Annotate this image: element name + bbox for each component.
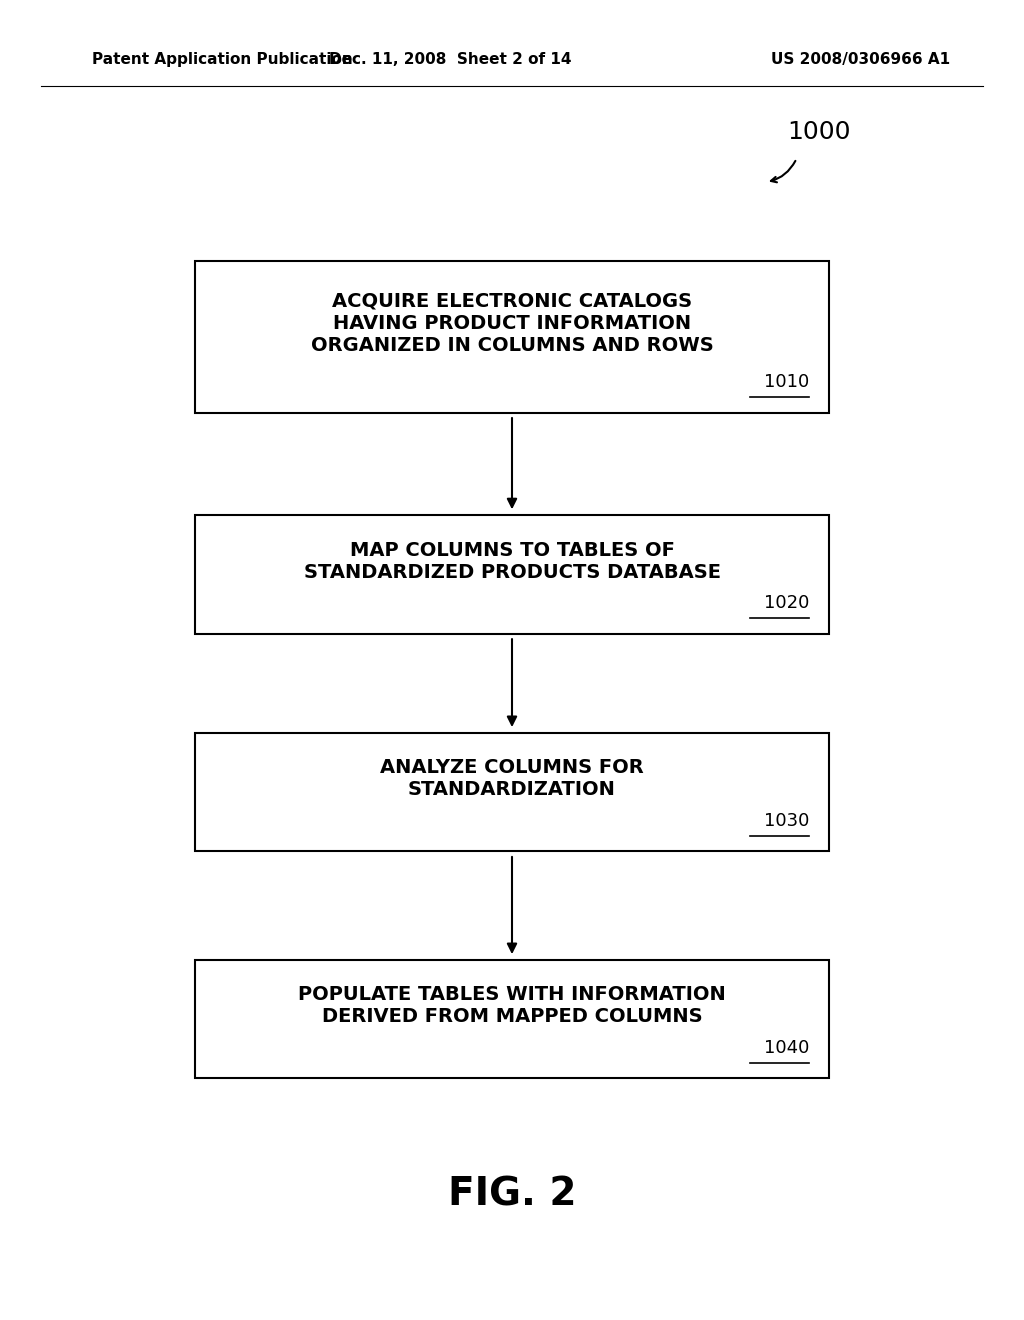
Text: MAP COLUMNS TO TABLES OF
STANDARDIZED PRODUCTS DATABASE: MAP COLUMNS TO TABLES OF STANDARDIZED PR… bbox=[303, 540, 721, 582]
Text: ANALYZE COLUMNS FOR
STANDARDIZATION: ANALYZE COLUMNS FOR STANDARDIZATION bbox=[380, 758, 644, 800]
Text: 1040: 1040 bbox=[764, 1039, 809, 1057]
FancyBboxPatch shape bbox=[195, 261, 829, 412]
Text: FIG. 2: FIG. 2 bbox=[447, 1176, 577, 1213]
FancyBboxPatch shape bbox=[195, 960, 829, 1078]
Text: Dec. 11, 2008  Sheet 2 of 14: Dec. 11, 2008 Sheet 2 of 14 bbox=[330, 51, 571, 67]
Text: 1030: 1030 bbox=[764, 812, 809, 830]
Text: POPULATE TABLES WITH INFORMATION
DERIVED FROM MAPPED COLUMNS: POPULATE TABLES WITH INFORMATION DERIVED… bbox=[298, 985, 726, 1027]
Text: US 2008/0306966 A1: US 2008/0306966 A1 bbox=[771, 51, 949, 67]
Text: Patent Application Publication: Patent Application Publication bbox=[92, 51, 353, 67]
FancyBboxPatch shape bbox=[195, 515, 829, 634]
FancyBboxPatch shape bbox=[195, 733, 829, 851]
Text: 1010: 1010 bbox=[764, 374, 809, 391]
Text: 1020: 1020 bbox=[764, 594, 809, 612]
Text: 1000: 1000 bbox=[787, 120, 851, 144]
Text: ACQUIRE ELECTRONIC CATALOGS
HAVING PRODUCT INFORMATION
ORGANIZED IN COLUMNS AND : ACQUIRE ELECTRONIC CATALOGS HAVING PRODU… bbox=[310, 292, 714, 355]
